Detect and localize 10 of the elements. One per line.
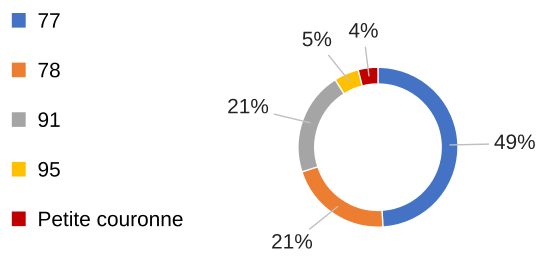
data-label: 21% xyxy=(228,98,268,114)
legend-label: 91 xyxy=(38,112,60,128)
legend-label: 78 xyxy=(38,62,60,78)
data-label: 5% xyxy=(302,32,332,46)
data-label: 49% xyxy=(494,134,535,150)
legend-label: 95 xyxy=(38,162,60,177)
legend-label: 77 xyxy=(38,13,60,28)
data-label: 21% xyxy=(272,234,312,249)
data-label: 4% xyxy=(348,23,378,38)
legend-label: Petite couronne xyxy=(39,211,183,226)
